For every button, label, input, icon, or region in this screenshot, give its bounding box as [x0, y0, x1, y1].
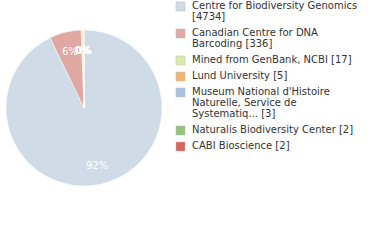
legend-label: Naturalis Biodiversity Center [2]	[192, 124, 353, 135]
legend-swatch	[176, 72, 185, 81]
chart: 92%6%0%0%0%0%0% Centre for Biodiversity G…	[0, 0, 380, 240]
slice-label: 0%	[75, 45, 91, 56]
legend-label: Museum National d'HistoireNaturelle, Ser…	[192, 86, 330, 119]
pie-slice	[83, 30, 84, 108]
legend-swatch	[176, 2, 185, 11]
legend: Centre for Biodiversity Genomics[4734] Ca…	[176, 0, 357, 151]
pie-slice	[83, 30, 84, 108]
legend-label: Centre for Biodiversity Genomics[4734]	[192, 0, 357, 22]
legend-swatch	[176, 88, 185, 97]
pie-slice	[81, 30, 84, 108]
legend-label: Canadian Centre for DNABarcoding [336]	[192, 27, 318, 49]
legend-label: CABI Bioscience [2]	[192, 140, 290, 151]
pie-slice	[50, 30, 84, 108]
slice-labels: 92%6%0%0%0%0%0%	[62, 45, 108, 172]
legend-swatch	[176, 56, 185, 65]
slice-label: 0%	[76, 45, 92, 56]
legend-label: Lund University [5]	[192, 70, 287, 81]
slice-label: 0%	[76, 45, 92, 56]
legend-swatch	[176, 29, 185, 38]
legend-swatch	[176, 126, 185, 135]
pie-slice	[6, 30, 162, 186]
pie-slice	[83, 30, 84, 108]
slice-label: 92%	[86, 160, 108, 171]
pie-slice	[83, 30, 85, 108]
legend-label: Mined from GenBank, NCBI [17]	[192, 54, 352, 65]
slice-label: 0%	[76, 45, 92, 56]
legend-swatch	[176, 142, 185, 151]
pie	[6, 30, 162, 186]
